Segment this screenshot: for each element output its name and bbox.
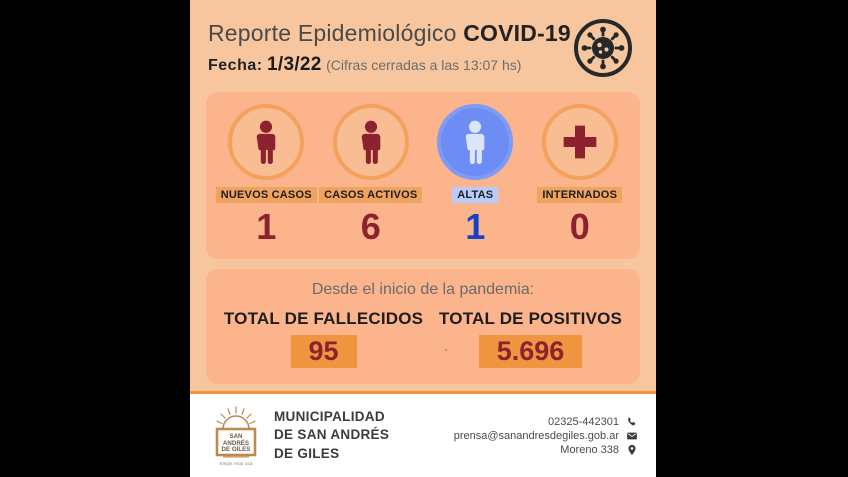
stat-label: INTERNADOS bbox=[537, 187, 623, 203]
contact-address-text: Moreno 338 bbox=[560, 443, 619, 456]
total-positivos: TOTAL DE POSITIVOS 5.696 bbox=[439, 309, 623, 369]
stat-card-internados: INTERNADOS 0 bbox=[528, 104, 633, 245]
stat-value: 1 bbox=[465, 206, 486, 247]
date-value: 1/3/22 bbox=[267, 54, 322, 75]
totals-row: TOTAL DE FALLECIDOS 95 TOTAL DE POSITIVO… bbox=[216, 309, 630, 369]
totals-subtitle: Desde el inicio de la pandemia: bbox=[311, 281, 535, 298]
total-value: 5.696 bbox=[478, 335, 583, 369]
envelope-icon bbox=[627, 432, 637, 439]
virus-icon bbox=[571, 16, 635, 80]
date-label: Fecha: bbox=[208, 57, 263, 74]
contact-phone-text: 02325-442301 bbox=[548, 415, 619, 428]
total-title: TOTAL DE POSITIVOS bbox=[439, 309, 623, 328]
muni-line-1: MUNICIPALIDAD bbox=[274, 409, 385, 425]
stat-value: 6 bbox=[360, 206, 381, 247]
logo-line2: ANDRÉS bbox=[223, 439, 249, 447]
icon-ring bbox=[437, 104, 514, 180]
page-title: Reporte Epidemiológico COVID-19 bbox=[208, 20, 571, 47]
contact-address-row[interactable]: Moreno 338 bbox=[454, 444, 638, 456]
muni-line-3: DE GILES bbox=[274, 445, 340, 461]
total-fallecidos: TOTAL DE FALLECIDOS 95 bbox=[223, 309, 424, 369]
header-text-block: Reporte Epidemiológico COVID-19 Fecha: 1… bbox=[208, 16, 571, 76]
date-line: Fecha: 1/3/22 (Cifras cerradas a las 13:… bbox=[208, 54, 571, 76]
title-light-part: Reporte Epidemiológico bbox=[208, 20, 464, 46]
icon-glyph bbox=[542, 104, 618, 180]
totals-panel: Desde el inicio de la pandemia: TOTAL DE… bbox=[206, 269, 640, 385]
total-title: TOTAL DE FALLECIDOS bbox=[223, 309, 424, 328]
logo-line3: DE GILES bbox=[222, 446, 251, 453]
contact-email-row[interactable]: prensa@sanandresdegiles.gob.ar bbox=[454, 430, 638, 442]
title-bold-part: COVID-19 bbox=[463, 20, 571, 46]
municipality-logo: SAN ANDRÉS DE GILES Elegís estar acá bbox=[208, 405, 264, 467]
stat-card-altas: ALTAS 1 bbox=[423, 104, 528, 245]
stat-value: 1 bbox=[256, 206, 277, 247]
contact-block: 02325-442301 prensa@sanandresdegiles.gob… bbox=[454, 414, 638, 458]
stat-value: 0 bbox=[569, 206, 590, 247]
stats-row: NUEVOS CASOS 1 CASOS ACTIVOS bbox=[214, 104, 632, 245]
stat-card-casos-activos: CASOS ACTIVOS 6 bbox=[319, 104, 424, 245]
covid-report-poster: Reporte Epidemiológico COVID-19 Fecha: 1… bbox=[190, 0, 656, 477]
poster-header: Reporte Epidemiológico COVID-19 Fecha: 1… bbox=[190, 0, 656, 88]
stats-panel: NUEVOS CASOS 1 CASOS ACTIVOS bbox=[206, 92, 640, 259]
logo-tagline: Elegís estar acá bbox=[220, 461, 253, 466]
stat-label: CASOS ACTIVOS bbox=[319, 187, 423, 203]
total-value: 95 bbox=[290, 335, 357, 369]
stat-label: ALTAS bbox=[452, 187, 499, 203]
poster-footer: SAN ANDRÉS DE GILES Elegís estar acá MUN… bbox=[190, 391, 656, 477]
muni-line-2: DE SAN ANDRÉS bbox=[274, 427, 390, 443]
person-icon bbox=[332, 104, 409, 180]
phone-icon bbox=[628, 416, 636, 425]
artifact-speck bbox=[445, 349, 447, 351]
brand-block: SAN ANDRÉS DE GILES Elegís estar acá MUN… bbox=[208, 405, 389, 467]
icon-glyph bbox=[228, 104, 304, 180]
icon-glyph bbox=[333, 104, 409, 180]
date-note: (Cifras cerradas a las 13:07 hs) bbox=[326, 57, 522, 73]
stat-label: NUEVOS CASOS bbox=[215, 187, 317, 203]
cross-icon bbox=[541, 104, 618, 180]
person-icon bbox=[437, 104, 514, 180]
municipality-name: MUNICIPALIDAD DE SAN ANDRÉS DE GILES bbox=[274, 408, 389, 463]
location-pin-icon bbox=[628, 444, 636, 455]
icon-glyph bbox=[437, 104, 513, 180]
person-icon bbox=[228, 104, 305, 180]
logo-line1: SAN bbox=[229, 433, 243, 440]
contact-phone-row[interactable]: 02325-442301 bbox=[454, 416, 638, 428]
stat-card-nuevos-casos: NUEVOS CASOS 1 bbox=[214, 104, 319, 245]
contact-email-text: prensa@sanandresdegiles.gob.ar bbox=[453, 429, 619, 442]
